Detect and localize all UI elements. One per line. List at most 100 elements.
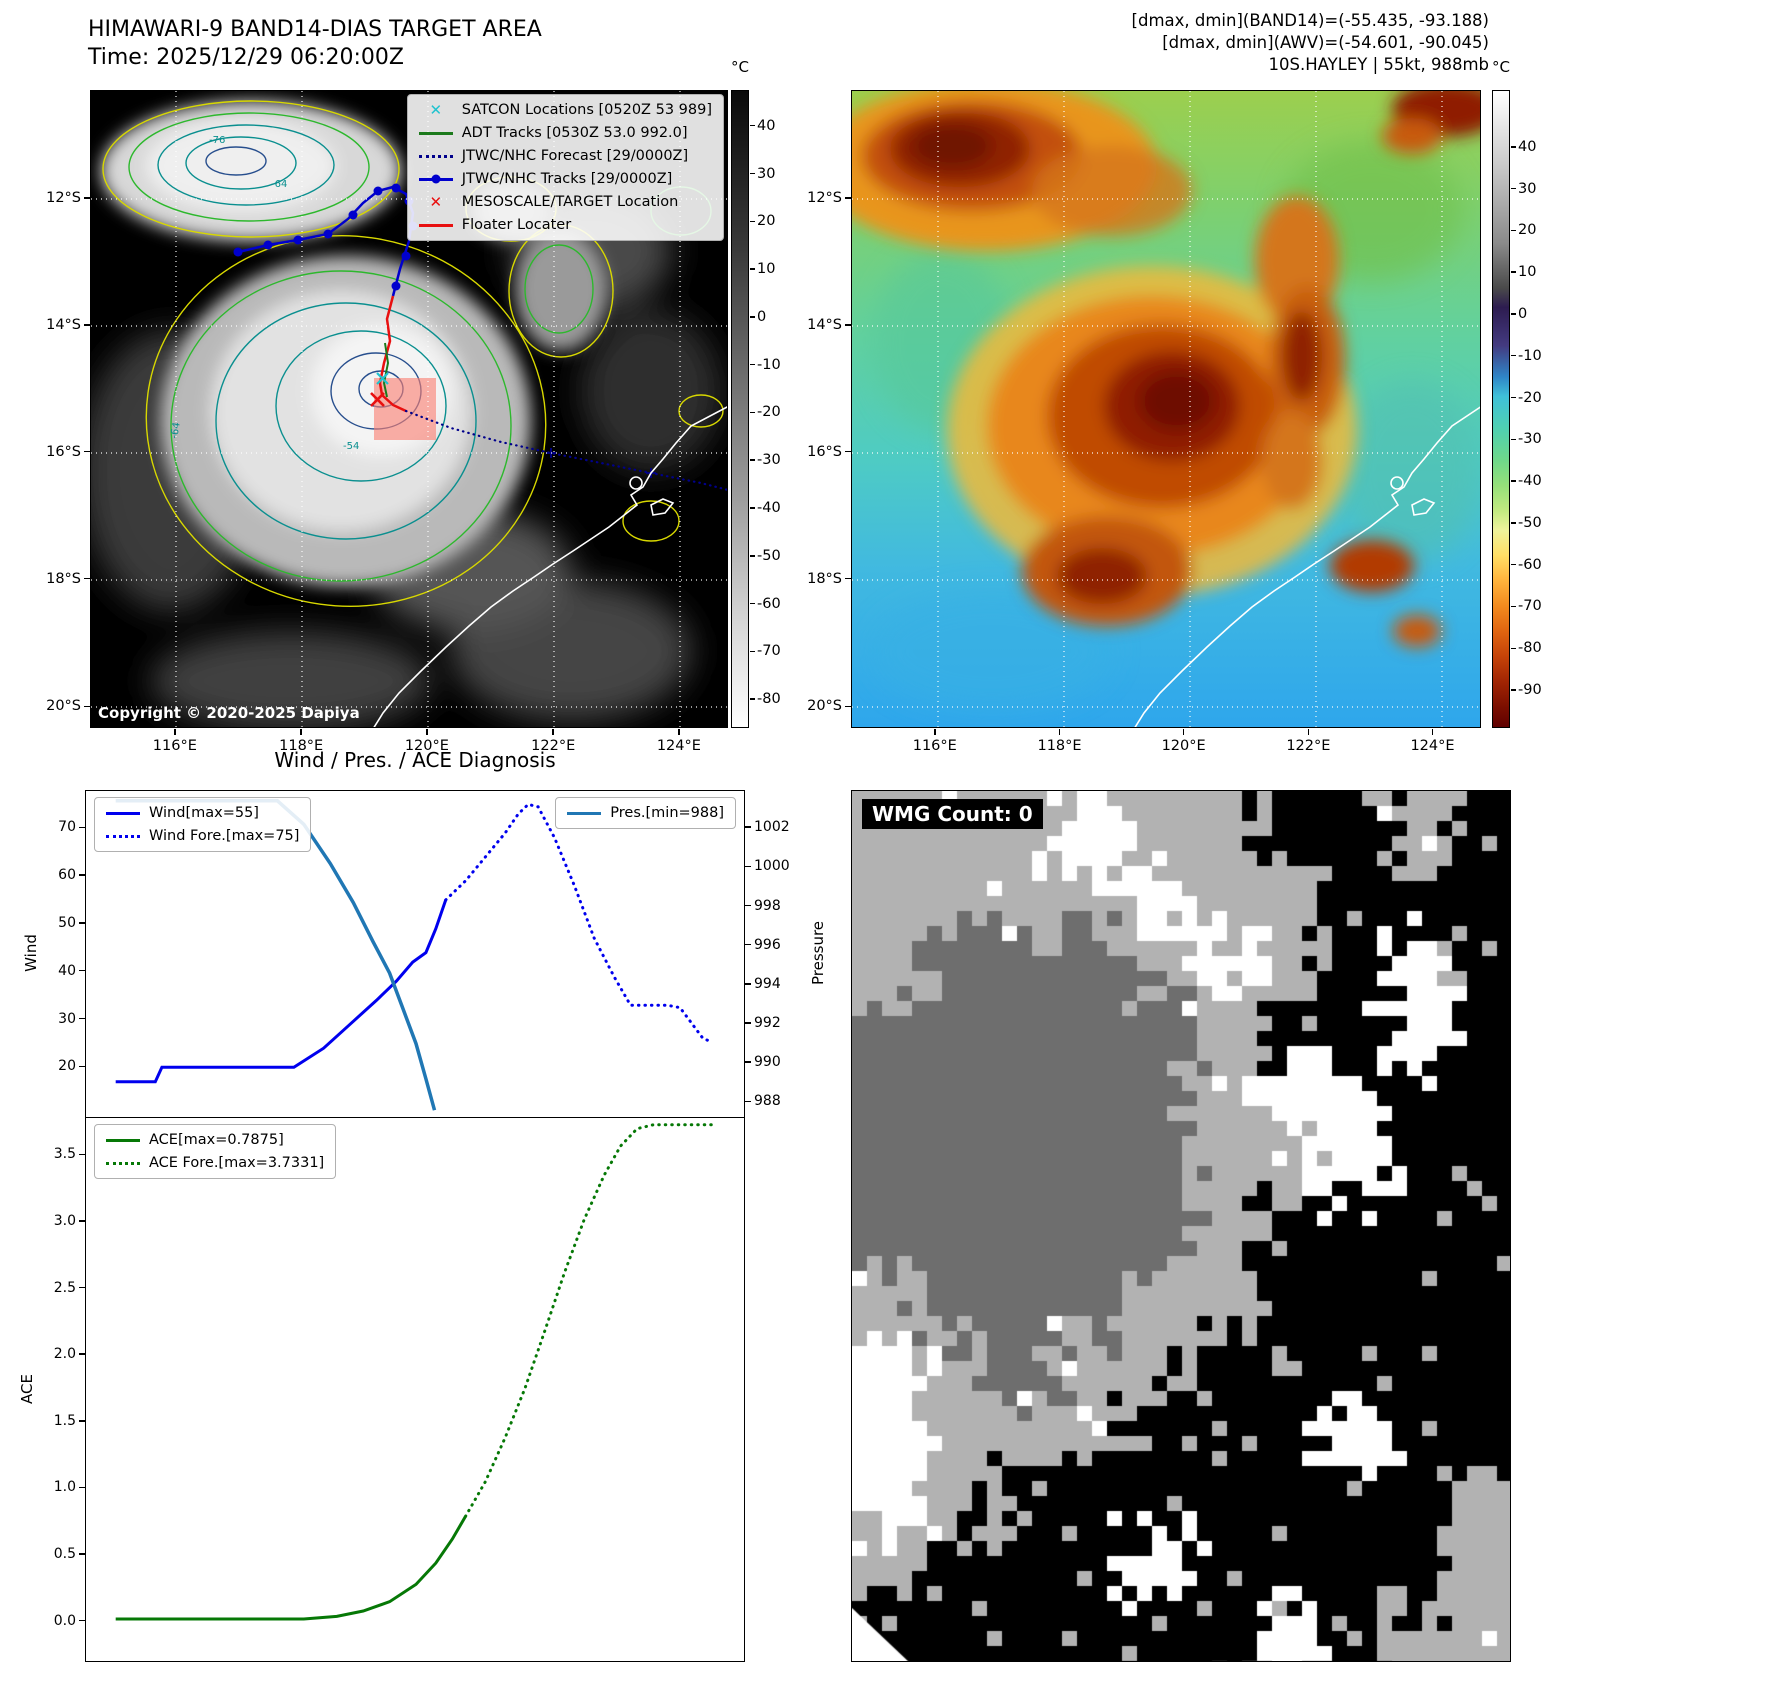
legend-item: ACE[max=0.7875] <box>106 1132 324 1148</box>
tick-mark <box>1058 729 1061 735</box>
legend: Wind[max=55] Wind Fore.[max=75] <box>94 797 312 852</box>
y-tick-label: 1.5 <box>53 1412 76 1429</box>
series-ace-fore-max-3-7331- <box>464 1123 715 1518</box>
tick-mark <box>300 729 302 735</box>
band14-colorbar-tick: -70 <box>757 643 781 660</box>
tick-mark <box>1182 729 1185 735</box>
awv-colorbar-tick: -10 <box>1518 347 1542 364</box>
contour-label: -54 <box>343 441 359 452</box>
band14-colorbar-tick: 0 <box>757 308 767 325</box>
line-sample-icon <box>418 131 453 135</box>
dmax-dmin-band14: [dmax, dmin](BAND14)=(-55.435, -93.188) <box>1131 11 1489 30</box>
coastline <box>373 406 727 727</box>
tick-mark <box>750 172 755 175</box>
mesoscale-target-marker <box>370 392 385 407</box>
tick-mark <box>745 943 751 946</box>
ace-chart: ACE[max=0.7875] ACE Fore.[max=3.7331] <box>85 1117 745 1662</box>
tick-mark <box>79 1065 85 1068</box>
band14-colorbar-tick: -60 <box>757 595 781 612</box>
y-tick-label-right: 988 <box>754 1093 781 1110</box>
tick-mark <box>1307 729 1310 735</box>
band14-title: HIMAWARI-9 BAND14-DIAS TARGET AREA <box>88 17 542 42</box>
band14-colorbar-tick: -40 <box>757 500 781 517</box>
lat-tick-label: 18°S <box>807 570 842 587</box>
y-tick-label-right: 1002 <box>754 819 790 836</box>
legend-item: JTWC/NHC Tracks [29/0000Z] <box>418 171 712 187</box>
contour-label: -76 <box>209 135 225 146</box>
tick-mark <box>1511 313 1516 315</box>
contour-label: -64 <box>271 179 287 190</box>
lat-tick-label: 20°S <box>46 698 81 715</box>
tick-mark <box>1511 229 1516 232</box>
band14-colorbar-tick: -30 <box>757 452 781 469</box>
grid-lines <box>852 91 1480 727</box>
y-tick-label: 60 <box>58 867 76 884</box>
band14-colorbar-tick: -10 <box>757 356 781 373</box>
tick-mark <box>79 1353 85 1355</box>
y-tick-label: 3.0 <box>53 1212 76 1229</box>
awv-map-art <box>852 91 1480 727</box>
lon-tick-label: 116°E <box>912 738 957 754</box>
tick-mark <box>745 983 751 985</box>
awv-colorbar-tick: -70 <box>1518 598 1542 615</box>
tick-mark <box>1511 354 1516 357</box>
y-tick-label: 1.0 <box>53 1479 76 1496</box>
tick-mark <box>1511 187 1516 190</box>
lat-tick-label: 18°S <box>46 570 81 587</box>
lat-tick-label: 16°S <box>46 443 81 460</box>
awv-colorbar <box>1492 90 1510 728</box>
tick-mark <box>84 450 90 453</box>
series-wind-fore-max-75- <box>444 802 712 1043</box>
tick-mark <box>750 555 755 557</box>
legend-item: Pres.[min=988] <box>567 805 724 821</box>
tick-mark <box>1511 522 1516 524</box>
y-tick-label: 0.5 <box>53 1546 76 1563</box>
lon-tick-label: 116°E <box>152 738 197 754</box>
line-sample-icon <box>106 811 140 815</box>
lon-tick-label: 120°E <box>404 738 449 754</box>
tick-mark <box>79 874 85 876</box>
tick-mark <box>934 729 936 735</box>
lat-tick-label: 12°S <box>807 189 842 206</box>
tick-mark <box>750 507 755 509</box>
cold-cloud-blobs <box>852 91 1480 647</box>
wmg-mask-image <box>852 791 1510 1661</box>
legend-label: Wind[max=55] <box>149 805 259 821</box>
legend-item: JTWC/NHC Forecast [29/0000Z] <box>418 148 712 164</box>
line-sample <box>106 1161 140 1165</box>
legend-item: Wind Fore.[max=75] <box>106 828 299 844</box>
line-sample-icon <box>567 811 602 815</box>
line-sample <box>418 154 453 158</box>
tick-mark <box>84 577 90 580</box>
tick-mark <box>750 650 755 653</box>
legend-label: JTWC/NHC Forecast [29/0000Z] <box>461 148 689 164</box>
y-tick-label: 0.0 <box>53 1612 76 1629</box>
awv-colorbar-tick: -30 <box>1518 431 1542 448</box>
tick-mark <box>745 826 751 828</box>
tick-mark <box>79 1286 85 1289</box>
legend-item: Floater Locater <box>418 217 712 233</box>
lat-tick-label: 12°S <box>46 189 81 206</box>
band14-colorbar <box>731 90 749 728</box>
tick-mark <box>79 1486 85 1489</box>
tick-mark <box>1511 563 1516 566</box>
copyright-text: Copyright © 2020-2025 Dapiya <box>98 704 360 722</box>
tick-mark <box>745 865 751 868</box>
tick-mark <box>552 729 554 735</box>
tick-mark <box>745 1100 751 1103</box>
tick-mark <box>84 705 90 708</box>
band14-colorbar-tick: -50 <box>757 547 781 564</box>
y-tick-label-right: 1000 <box>754 858 790 875</box>
legend-item: ✕ SATCON Locations [0520Z 53 989] <box>419 102 712 118</box>
band14-colorbar-tick: 10 <box>757 261 776 278</box>
lon-tick-label: 122°E <box>531 738 576 754</box>
tick-mark <box>845 450 851 453</box>
lon-tick-label: 122°E <box>1286 738 1331 754</box>
tick-mark <box>745 904 751 907</box>
tick-mark <box>750 698 755 700</box>
line-sample-icon <box>418 154 453 158</box>
legend-label: Wind Fore.[max=75] <box>149 828 300 844</box>
y-tick-label: 3.5 <box>53 1146 76 1163</box>
legend-label: JTWC/NHC Tracks [29/0000Z] <box>461 171 673 187</box>
awv-colorbar-tick: 30 <box>1518 180 1537 197</box>
